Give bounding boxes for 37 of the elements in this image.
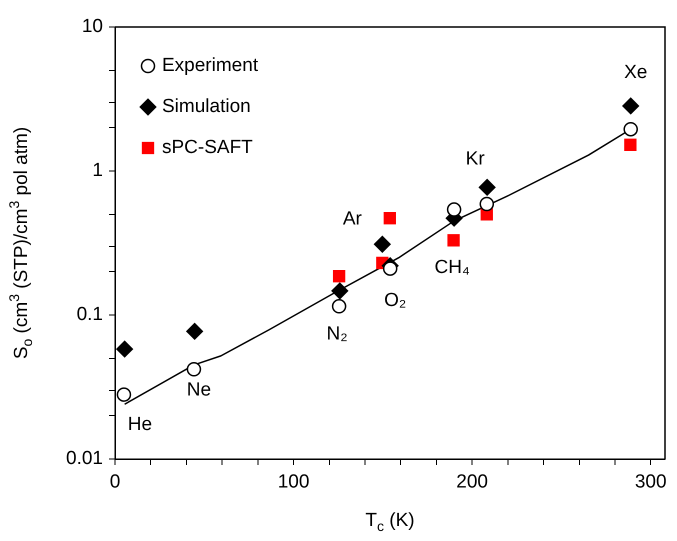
legend-label: Experiment: [162, 55, 259, 76]
legend-label: Simulation: [162, 96, 251, 118]
y-tick-label: 10: [82, 16, 103, 38]
annotation: Ne: [186, 379, 212, 400]
point: [480, 196, 494, 212]
point: [116, 387, 132, 402]
legend-label: sPC-SAFT: [162, 137, 254, 158]
y-tick-label: 0.1: [76, 304, 103, 326]
point: [624, 138, 637, 151]
annotation: Kr: [466, 148, 486, 170]
y-tick-label: 1: [92, 160, 103, 182]
point: [332, 270, 346, 282]
point: [331, 282, 348, 300]
point: [384, 212, 396, 224]
annotation: N₂: [326, 323, 348, 344]
point: [332, 299, 346, 314]
point: [382, 261, 398, 276]
annotation: O₂: [384, 290, 406, 311]
point: [478, 178, 496, 196]
y-axis-title: So (cm3 (STP)/cm3 pol atm): [6, 126, 35, 360]
annotation: Ar: [342, 208, 362, 230]
x-tick-label: 0: [110, 472, 120, 493]
point: [623, 122, 638, 136]
annotation: He: [128, 414, 152, 435]
annotation: Xe: [624, 62, 648, 84]
y-tick-label: 0.01: [66, 448, 103, 470]
point: [116, 340, 134, 358]
x-tick-label: 100: [278, 472, 310, 493]
x-tick-label: 200: [456, 472, 488, 493]
annotation: CH₄: [434, 256, 470, 278]
x-tick-label: 300: [634, 472, 667, 493]
point: [186, 362, 202, 376]
point: [622, 97, 640, 114]
point: [374, 236, 391, 253]
point: [446, 202, 462, 217]
point: [186, 322, 204, 340]
point: [447, 234, 460, 246]
